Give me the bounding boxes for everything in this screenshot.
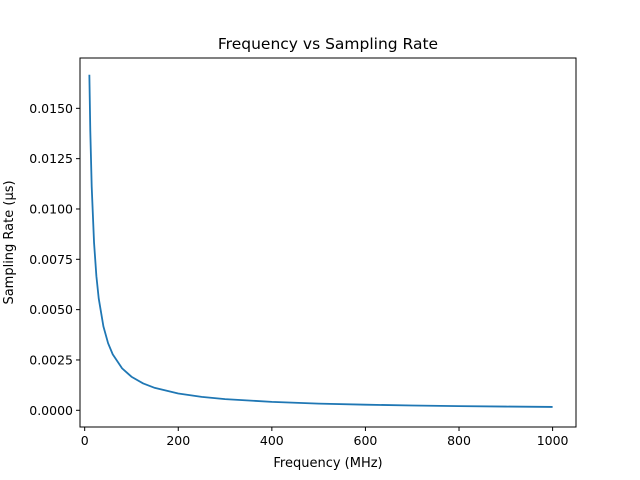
plot-area xyxy=(88,74,553,408)
y-tick-label: 0.0150 xyxy=(29,101,73,116)
y-axis-label: Sampling Rate (µs) xyxy=(2,180,17,304)
x-tick-label: 800 xyxy=(447,433,471,448)
ticks: 0 200 400 600 800 1000 0.0000 0.0025 0.0050 0.007… xyxy=(29,101,568,448)
y-tick-label: 0.0125 xyxy=(29,151,73,166)
y-tick-label: 0.0050 xyxy=(29,302,73,317)
x-tick-label: 600 xyxy=(354,433,378,448)
x-tick-label: 400 xyxy=(260,433,284,448)
x-tick-label: 200 xyxy=(166,433,190,448)
x-axis-label: Frequency (MHz) xyxy=(273,456,382,471)
y-tick-label: 0.0025 xyxy=(29,352,73,367)
y-tick-label: 0.0100 xyxy=(29,201,73,216)
chart-title: Frequency vs Sampling Rate xyxy=(218,35,438,53)
axes-frame xyxy=(79,57,577,428)
series-line xyxy=(88,74,553,408)
x-tick-label: 1000 xyxy=(537,433,569,448)
y-tick-label: 0.0000 xyxy=(29,403,73,418)
x-tick-label: 0 xyxy=(81,433,89,448)
y-tick-label: 0.0075 xyxy=(29,252,73,267)
